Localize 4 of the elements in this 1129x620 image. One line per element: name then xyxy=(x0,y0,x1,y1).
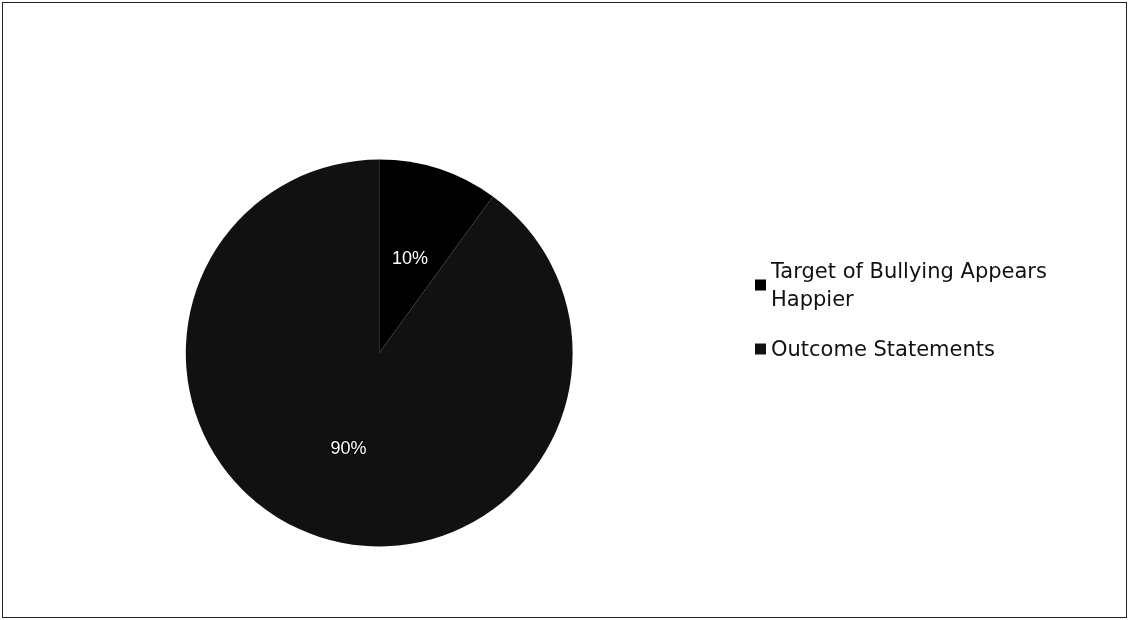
data-label: 90% xyxy=(330,437,367,458)
legend-label: Outcome Statements xyxy=(771,337,995,361)
legend-label: Target of Bullying Appears Happier xyxy=(770,259,1054,311)
data-label: 10% xyxy=(392,248,429,269)
